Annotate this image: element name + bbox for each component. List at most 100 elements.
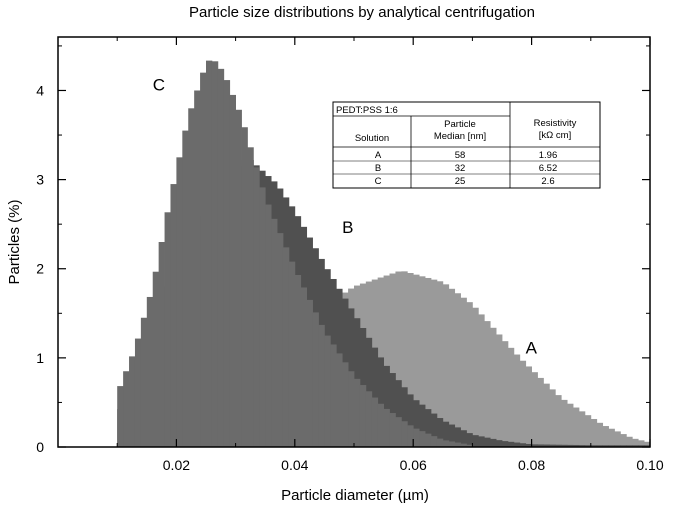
bar-A (484, 321, 491, 447)
bar-A (578, 411, 586, 447)
bar-B (442, 421, 450, 447)
table-cell: A (375, 150, 382, 161)
bar-A (454, 293, 461, 447)
bar-B (454, 427, 461, 447)
bar-C (342, 362, 349, 447)
series-C (117, 60, 473, 448)
bar-A (383, 275, 390, 447)
bar-B (537, 444, 544, 447)
table-cell: 1.96 (539, 150, 558, 161)
bar-A (430, 279, 438, 447)
table-cell: C (375, 176, 382, 187)
bar-C (306, 299, 313, 447)
bar-A (442, 284, 450, 447)
bar-B (407, 394, 414, 447)
y-tick-label: 2 (36, 261, 44, 277)
bar-C (211, 61, 219, 447)
bar-C (271, 218, 278, 447)
bar-A (419, 276, 426, 447)
bar-C (247, 147, 254, 448)
bar-B (484, 437, 491, 447)
bar-A (555, 395, 562, 447)
bar-C (134, 338, 142, 447)
bar-C (123, 371, 130, 447)
series-layer (117, 60, 651, 448)
bar-C (277, 233, 284, 447)
bar-C (288, 261, 296, 447)
bar-A (502, 341, 509, 447)
bar-A (413, 274, 420, 447)
bar-C (176, 157, 183, 447)
bar-B (436, 418, 444, 447)
bar-A (561, 399, 568, 447)
bar-A (478, 314, 485, 447)
bar-B (590, 445, 598, 447)
bar-A (472, 307, 479, 447)
table-header-unit: [kΩ cm] (539, 130, 571, 141)
bar-A (590, 418, 598, 447)
bar-B (608, 445, 615, 447)
y-axis-label: Particles (%) (6, 199, 23, 284)
bar-B (555, 444, 562, 447)
bar-C (324, 335, 331, 447)
table-header-solution: Solution (355, 133, 389, 144)
bar-A (448, 288, 456, 447)
bar-B (549, 444, 556, 447)
bar-C (354, 378, 361, 447)
bar-C (223, 80, 231, 447)
bar-B (413, 400, 420, 447)
bar-C (164, 212, 171, 447)
bar-C (300, 287, 308, 447)
bar-A (425, 277, 432, 447)
bar-C (430, 436, 438, 447)
bar-B (448, 424, 456, 447)
curve-label-A: A (526, 338, 538, 357)
bar-A (513, 354, 521, 447)
x-axis-label: Particle diameter (µm) (281, 487, 429, 504)
bar-C (365, 391, 373, 447)
bar-B (620, 445, 627, 447)
bar-B (596, 445, 604, 447)
y-tick-label: 4 (36, 82, 44, 98)
bar-C (235, 109, 242, 447)
bar-B (644, 445, 651, 447)
bar-B (543, 444, 550, 447)
bar-A (626, 436, 633, 447)
bar-A (644, 441, 651, 447)
bar-C (377, 403, 384, 447)
bar-C (348, 371, 355, 447)
bar-B (567, 444, 574, 447)
ticks-layer: 0.02 0.04 0.06 0.08 0.10 0 1 2 3 4 (36, 37, 664, 473)
y-tick-label: 1 (36, 350, 44, 366)
bar-A (407, 273, 414, 447)
bar-B (525, 443, 532, 447)
bar-C (282, 247, 290, 447)
bar-C (140, 317, 148, 447)
bar-C (200, 72, 207, 448)
bar-B (561, 444, 568, 447)
bar-C (448, 441, 456, 447)
bar-A (567, 403, 574, 447)
bar-A (620, 434, 627, 447)
bar-C (425, 433, 432, 447)
bar-C (318, 324, 325, 447)
legend-table: PEDT:PSS 1:6 Particle Resistivity Soluti… (332, 101, 601, 189)
bar-C (395, 417, 402, 447)
bar-C (206, 60, 213, 448)
bar-C (454, 442, 461, 447)
bar-B (626, 445, 633, 447)
table-header-particle: Particle (444, 119, 476, 130)
bar-C (182, 130, 189, 447)
y-tick-label: 0 (36, 439, 44, 455)
bar-A (596, 422, 604, 447)
bar-B (490, 438, 497, 447)
bar-B (395, 380, 402, 447)
bar-A (531, 372, 538, 447)
bar-C (460, 443, 467, 447)
bar-A (537, 377, 544, 447)
bar-C (442, 440, 450, 447)
bar-A (632, 438, 639, 447)
x-tick-label: 0.10 (636, 457, 663, 473)
bar-B (519, 443, 527, 447)
bar-C (129, 356, 136, 447)
